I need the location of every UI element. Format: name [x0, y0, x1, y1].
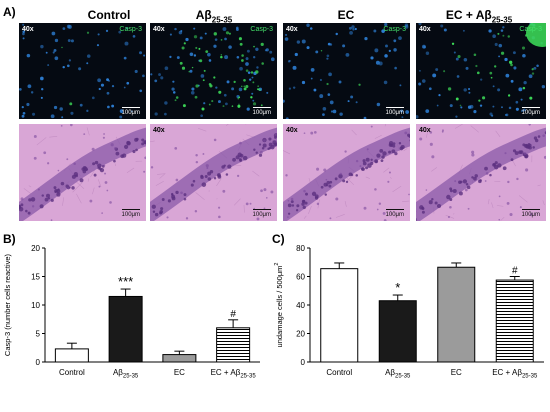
x-tick-label: EC + Aβ25-35 — [492, 368, 538, 380]
scale-bar — [122, 107, 140, 108]
x-tick-label: EC — [174, 368, 185, 377]
he-micrograph — [283, 124, 410, 221]
magnification-label: 40x — [419, 26, 431, 33]
bar — [321, 269, 358, 362]
marker-label: Casp-3 — [519, 26, 542, 33]
scale-label: 100μm — [253, 110, 271, 116]
group-title-ec-abeta: EC + Aβ25-35 — [414, 8, 544, 24]
scale-bar — [253, 107, 271, 108]
group-title-text: EC — [338, 8, 355, 22]
scale-label: 100μm — [253, 212, 271, 218]
bar — [163, 355, 196, 362]
bar — [217, 328, 250, 362]
group-title-text: Control — [88, 8, 131, 22]
fluor-image-ec: 40x Casp-3 100μm — [283, 23, 410, 119]
fluor-micrograph — [150, 23, 277, 119]
panel-a-label: A) — [3, 5, 16, 19]
significance-label: # — [512, 266, 518, 277]
scale-bar — [386, 107, 404, 108]
x-tick-label: Control — [59, 368, 85, 377]
y-tick-label: 10 — [31, 301, 40, 310]
group-title-text: Aβ — [196, 8, 212, 22]
fluor-micrograph — [283, 23, 410, 119]
he-image-abeta: 40x 100μm — [150, 124, 277, 221]
magnification-label: 40x — [419, 127, 431, 134]
bar — [109, 296, 142, 362]
chart-undamaged-cells-svg: 0 20 40 60 80 undamage cells / 500μm2 Control *… — [272, 238, 548, 407]
fluor-micrograph — [416, 23, 546, 119]
y-tick-label: 5 — [36, 330, 41, 339]
significance-label: # — [230, 309, 236, 320]
magnification-label: 40x — [22, 26, 34, 33]
group-title-text: EC + Aβ — [446, 8, 492, 22]
fluor-micrograph — [19, 23, 146, 119]
scale-label: 100μm — [522, 212, 540, 218]
chart-casp3-svg: 0 5 10 15 20 Casp-3 (number cells reactive) Co… — [0, 238, 266, 407]
y-tick-label: 0 — [36, 358, 41, 367]
scale-label: 100μm — [386, 212, 404, 218]
group-title-ec: EC — [281, 8, 411, 24]
y-axis-label: Casp-3 (number cells reactive) — [3, 253, 12, 356]
bar — [379, 301, 416, 362]
bar — [438, 267, 475, 362]
he-micrograph — [19, 124, 146, 221]
y-tick-label: 0 — [301, 358, 306, 367]
bar — [496, 280, 533, 362]
he-micrograph — [150, 124, 277, 221]
scale-bar — [386, 209, 404, 210]
y-tick-label: 20 — [31, 244, 40, 253]
scale-label: 100μm — [522, 110, 540, 116]
y-axis-label: undamage cells / 500μm2 — [274, 263, 284, 348]
y-tick-label: 40 — [296, 301, 305, 310]
marker-label: Casp-3 — [250, 26, 273, 33]
fluor-image-abeta: 40x Casp-3 100μm — [150, 23, 277, 119]
magnification-label: 40x — [153, 26, 165, 33]
magnification-label: 40x — [286, 26, 298, 33]
x-tick-label: Aβ25-35 — [113, 368, 139, 380]
y-tick-label: 80 — [296, 244, 305, 253]
magnification-label: 40x — [286, 127, 298, 134]
he-image-ec-abeta: 40x 100μm — [416, 124, 546, 221]
scale-bar — [522, 107, 540, 108]
scale-bar — [522, 209, 540, 210]
x-tick-label: EC — [451, 368, 462, 377]
x-tick-label: EC + Aβ25-35 — [211, 368, 257, 380]
scale-label: 100μm — [122, 212, 140, 218]
bar — [55, 349, 88, 362]
chart-undamaged-cells: 0 20 40 60 80 undamage cells / 500μm2 Control *… — [272, 238, 548, 407]
marker-label: Casp-3 — [119, 26, 142, 33]
marker-label: Casp-3 — [383, 26, 406, 33]
chart-casp3: 0 5 10 15 20 Casp-3 (number cells reactive) Co… — [0, 238, 266, 407]
scale-label: 100μm — [122, 110, 140, 116]
group-title-abeta: Aβ25-35 — [149, 8, 279, 24]
x-tick-label: Aβ25-35 — [385, 368, 411, 380]
y-tick-label: 20 — [296, 330, 305, 339]
y-tick-label: 60 — [296, 273, 305, 282]
magnification-label: 40x — [153, 127, 165, 134]
scale-bar — [253, 209, 271, 210]
scale-bar — [122, 209, 140, 210]
x-tick-label: Control — [326, 368, 352, 377]
he-image-control: 100μm — [19, 124, 146, 221]
he-image-ec: 40x 100μm — [283, 124, 410, 221]
significance-label: * — [395, 280, 400, 295]
he-micrograph — [416, 124, 546, 221]
significance-label: *** — [118, 274, 133, 289]
fluor-image-control: 40x Casp-3 100μm — [19, 23, 146, 119]
y-tick-label: 15 — [31, 273, 40, 282]
fluor-image-ec-abeta: 40x Casp-3 100μm — [416, 23, 546, 119]
scale-label: 100μm — [386, 110, 404, 116]
